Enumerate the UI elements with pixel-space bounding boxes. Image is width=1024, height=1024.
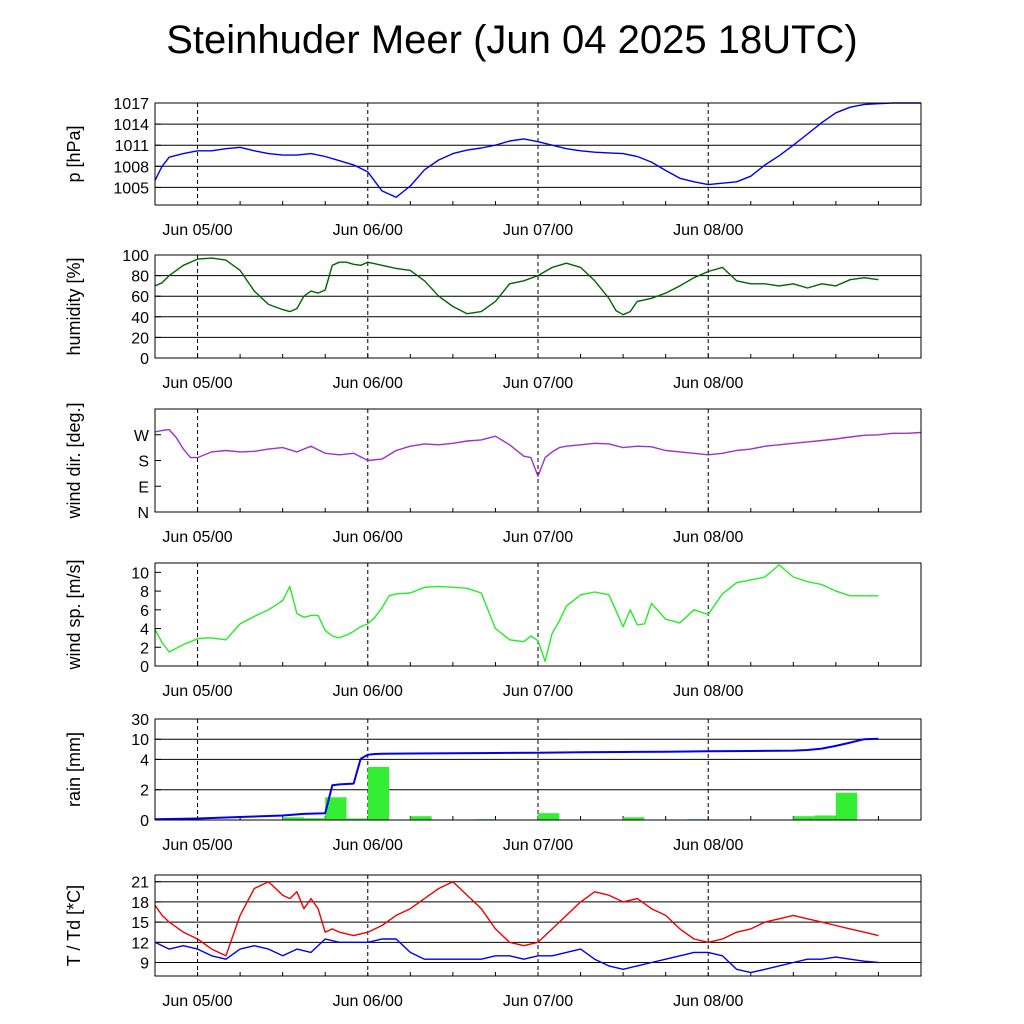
y-tick-label: 15 [131, 915, 149, 932]
x-tick-label: Jun 08/00 [673, 375, 743, 392]
y-tick-label: E [138, 479, 149, 496]
rain-bar [282, 817, 304, 820]
y-tick-label: 12 [131, 935, 149, 952]
chart-title: Steinhuder Meer (Jun 04 2025 18UTC) [166, 18, 858, 62]
y-axis-label: T / Td [*C] [64, 885, 84, 966]
rain-bar [623, 817, 645, 820]
plot-frame [154, 408, 922, 513]
x-tick-label: Jun 05/00 [162, 683, 232, 700]
rain-bar [538, 813, 560, 820]
series-line-5-1 [154, 938, 879, 974]
y-tick-label: 8 [140, 584, 149, 601]
y-tick-label: 4 [140, 622, 149, 639]
plot-frame [154, 254, 922, 359]
series-line-4-0 [154, 737, 879, 821]
y-tick-label: 30 [131, 712, 149, 729]
y-tick-label: 21 [131, 875, 149, 892]
x-tick-label: Jun 08/00 [673, 683, 743, 700]
y-tick-label: 40 [131, 310, 149, 327]
plot-frame [154, 102, 922, 206]
rain-bar [325, 797, 347, 820]
y-tick-label: 6 [140, 603, 149, 620]
plot-frame [154, 718, 922, 821]
x-tick-label: Jun 07/00 [503, 529, 573, 546]
y-tick-label: 1014 [113, 117, 149, 134]
y-tick-label: 0 [140, 659, 149, 676]
plot-frame [154, 562, 922, 667]
x-tick-label: Jun 07/00 [503, 993, 573, 1010]
x-tick-label: Jun 05/00 [162, 993, 232, 1010]
rain-bar [410, 816, 432, 820]
x-tick-label: Jun 05/00 [162, 529, 232, 546]
rain-bar [835, 792, 858, 820]
x-tick-label: Jun 06/00 [333, 683, 403, 700]
series-line-0-0 [154, 102, 921, 199]
y-tick-label: 9 [140, 956, 149, 973]
x-tick-label: Jun 06/00 [333, 993, 403, 1010]
y-tick-label: 60 [131, 289, 149, 306]
rain-bar [367, 766, 390, 820]
x-tick-label: Jun 08/00 [673, 993, 743, 1010]
y-axis-label: p [hPa] [64, 125, 84, 182]
rain-bar [814, 815, 836, 820]
rain-bar [303, 818, 326, 820]
series-line-3-0 [154, 564, 879, 662]
rain-bar [346, 818, 368, 820]
y-axis-label: humidity [%] [64, 257, 84, 355]
y-axis-label: rain [mm] [64, 732, 84, 807]
series-line-5-0 [154, 881, 879, 957]
x-tick-label: Jun 07/00 [503, 222, 573, 239]
y-tick-label: 80 [131, 269, 149, 286]
x-tick-label: Jun 06/00 [333, 837, 403, 854]
plot-frame [154, 874, 922, 977]
y-tick-label: 4 [140, 752, 149, 769]
x-tick-label: Jun 08/00 [673, 837, 743, 854]
x-tick-label: Jun 08/00 [673, 222, 743, 239]
y-tick-label: S [138, 454, 149, 471]
y-tick-label: 2 [140, 640, 149, 657]
y-tick-label: W [134, 428, 150, 445]
x-tick-label: Jun 06/00 [333, 529, 403, 546]
y-axis-label: wind dir. [deg.] [64, 402, 84, 519]
x-tick-label: Jun 08/00 [673, 529, 743, 546]
x-tick-label: Jun 07/00 [503, 683, 573, 700]
y-tick-label: 10 [131, 565, 149, 582]
y-tick-label: 10 [131, 732, 149, 749]
x-tick-label: Jun 07/00 [503, 375, 573, 392]
y-tick-label: 1005 [113, 180, 149, 197]
y-tick-label: 1017 [113, 96, 149, 113]
y-axis-label: wind sp. [m/s] [64, 559, 84, 670]
series-line-1-0 [154, 257, 879, 316]
series-line-2-0 [154, 428, 922, 477]
y-tick-label: 1011 [115, 138, 150, 155]
y-tick-label: 1008 [113, 159, 149, 176]
x-tick-label: Jun 06/00 [333, 222, 403, 239]
x-tick-label: Jun 06/00 [333, 375, 403, 392]
y-tick-label: 100 [122, 248, 149, 265]
x-tick-label: Jun 05/00 [162, 375, 232, 392]
y-tick-label: 20 [131, 330, 149, 347]
y-tick-label: 2 [140, 783, 149, 800]
x-tick-label: Jun 05/00 [162, 837, 232, 854]
x-tick-label: Jun 05/00 [162, 222, 232, 239]
rain-bar [793, 816, 815, 820]
y-tick-label: 0 [140, 813, 149, 830]
x-tick-label: Jun 07/00 [503, 837, 573, 854]
y-tick-label: 18 [131, 895, 149, 912]
y-tick-label: N [137, 505, 149, 522]
y-tick-label: 0 [140, 351, 149, 368]
